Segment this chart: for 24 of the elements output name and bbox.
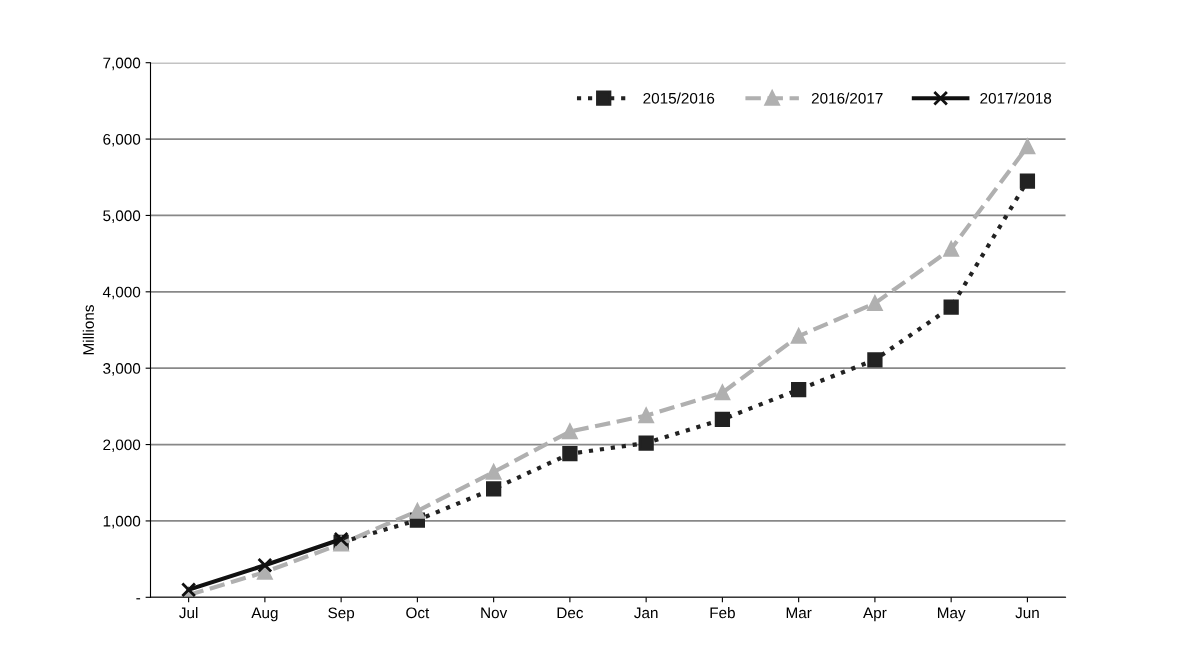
x-tick-label: Aug bbox=[251, 607, 278, 622]
x-tick-label: Dec bbox=[557, 607, 584, 619]
y-tick-label: 2,000 bbox=[103, 439, 141, 453]
x-tick-label: Nov bbox=[481, 607, 508, 619]
x-tick-label: Jul bbox=[179, 607, 198, 619]
y-tick-label: 1,000 bbox=[103, 515, 141, 529]
legend-label: 2015/2016 bbox=[643, 92, 715, 104]
x-tick-label: Oct bbox=[406, 607, 430, 619]
y-tick-label: 5,000 bbox=[103, 210, 141, 223]
y-axis-title: Millions bbox=[82, 305, 94, 355]
y-tick-label: 3,000 bbox=[103, 363, 141, 376]
y-tick-label: 4,000 bbox=[102, 286, 141, 300]
y-tick-label: 7,000 bbox=[103, 57, 141, 71]
x-tick-label: Jun bbox=[1015, 607, 1039, 619]
x-tick-label: May bbox=[937, 607, 966, 622]
legend-label: 2016/2017 bbox=[811, 92, 883, 104]
x-tick-label: Jan bbox=[634, 607, 658, 619]
x-tick-label: Mar bbox=[786, 607, 812, 619]
x-tick-label: Feb bbox=[710, 607, 735, 619]
x-tick-label: Sep bbox=[328, 607, 355, 622]
y-tick-label: - bbox=[136, 598, 141, 600]
legend-label: 2017/2018 bbox=[980, 92, 1052, 104]
x-tick-label: Apr bbox=[863, 607, 887, 622]
y-tick-label: 6,000 bbox=[103, 133, 141, 147]
